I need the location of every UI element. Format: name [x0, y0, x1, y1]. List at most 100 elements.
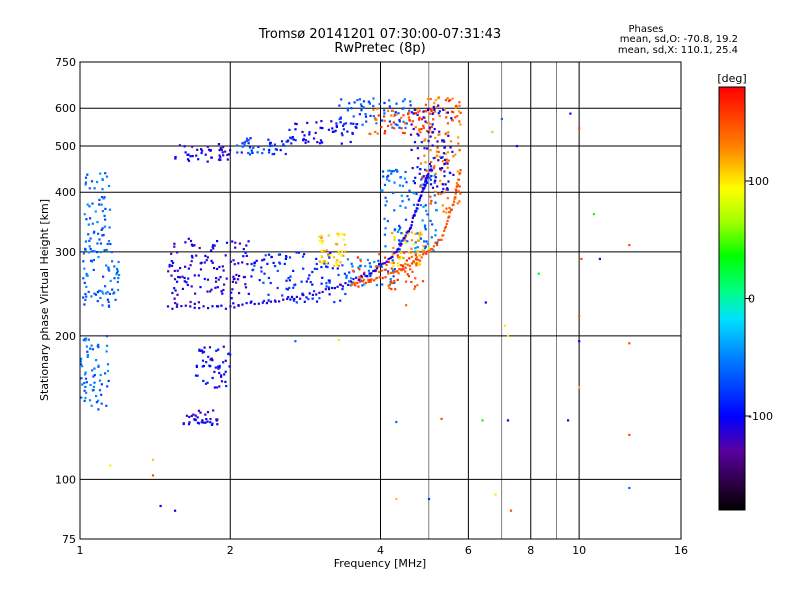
curve-point	[424, 180, 427, 183]
data-point	[414, 277, 417, 280]
data-point	[176, 293, 179, 296]
data-point	[107, 240, 111, 243]
data-point	[93, 250, 96, 253]
data-point	[226, 153, 229, 157]
data-point	[202, 350, 206, 353]
data-point	[400, 256, 403, 259]
data-point	[241, 145, 244, 148]
data-point	[245, 244, 248, 247]
data-point	[446, 187, 449, 190]
curve-point	[241, 303, 244, 306]
colorbar-gradient	[718, 86, 746, 511]
data-point	[404, 170, 407, 174]
data-point	[357, 266, 360, 269]
data-point	[405, 181, 408, 184]
data-point	[422, 205, 425, 208]
phases-heading: Phases	[628, 24, 663, 35]
data-point	[429, 135, 432, 138]
data-point	[459, 192, 462, 195]
data-point	[390, 267, 393, 270]
scatter-point	[294, 340, 297, 343]
scatter-point	[578, 127, 581, 130]
data-point	[182, 422, 185, 425]
data-point	[97, 408, 100, 411]
curve-point	[331, 286, 334, 290]
data-point	[355, 123, 358, 126]
data-point	[424, 161, 427, 164]
data-point	[293, 299, 296, 302]
data-point	[206, 420, 209, 423]
data-point	[96, 221, 99, 224]
data-point	[431, 186, 435, 189]
data-point	[413, 261, 416, 265]
y-tick-label: 750	[55, 56, 76, 69]
data-point	[177, 275, 180, 279]
data-point	[386, 124, 390, 127]
data-point	[235, 281, 238, 284]
data-point	[423, 139, 426, 142]
data-point	[206, 145, 209, 148]
curve-point	[253, 302, 256, 306]
data-point	[403, 239, 407, 242]
curve-point	[395, 251, 398, 254]
data-point	[242, 255, 245, 258]
data-point	[209, 365, 212, 368]
data-point	[105, 404, 108, 407]
data-point	[217, 143, 220, 146]
data-point	[91, 222, 94, 225]
data-point	[90, 259, 93, 262]
data-point	[423, 154, 426, 157]
data-point	[441, 160, 444, 163]
data-point	[393, 209, 396, 212]
data-point	[438, 155, 441, 158]
data-point	[85, 272, 88, 276]
data-point	[313, 267, 316, 270]
curve-point	[311, 293, 314, 296]
data-point	[96, 180, 99, 184]
curve-point	[432, 245, 435, 248]
data-point	[290, 137, 293, 140]
data-point	[359, 264, 362, 267]
data-point	[93, 292, 96, 295]
curve-point	[341, 285, 344, 288]
data-point	[416, 113, 419, 116]
data-point	[302, 138, 305, 141]
data-point	[210, 423, 214, 426]
x-tick-label: 4	[377, 544, 384, 557]
data-point	[437, 112, 440, 115]
data-point	[201, 349, 204, 352]
data-point	[442, 210, 445, 213]
data-point	[88, 245, 91, 248]
data-point	[442, 139, 445, 142]
data-point	[402, 120, 405, 123]
data-point	[415, 192, 418, 196]
data-point	[250, 262, 253, 266]
data-point	[430, 165, 433, 168]
data-point	[420, 233, 423, 236]
data-point	[287, 139, 290, 142]
data-point	[446, 197, 449, 200]
data-point	[421, 248, 424, 252]
data-point	[408, 257, 411, 260]
data-point	[179, 267, 182, 270]
data-point	[391, 170, 394, 173]
data-point	[387, 284, 390, 287]
data-point	[414, 250, 417, 253]
data-point	[452, 155, 455, 158]
data-point	[444, 99, 447, 102]
data-point	[411, 167, 414, 170]
data-point	[206, 290, 209, 293]
data-point	[90, 180, 94, 183]
data-point	[394, 288, 397, 291]
curve-point	[415, 209, 418, 213]
data-point	[426, 97, 429, 101]
data-point	[320, 242, 324, 245]
data-point	[413, 108, 416, 111]
curve-point	[198, 307, 201, 310]
data-point	[410, 123, 413, 126]
data-point	[414, 241, 417, 244]
data-point	[445, 111, 448, 114]
data-point	[410, 239, 413, 242]
curve-point	[292, 298, 295, 301]
curve-point	[175, 305, 178, 308]
